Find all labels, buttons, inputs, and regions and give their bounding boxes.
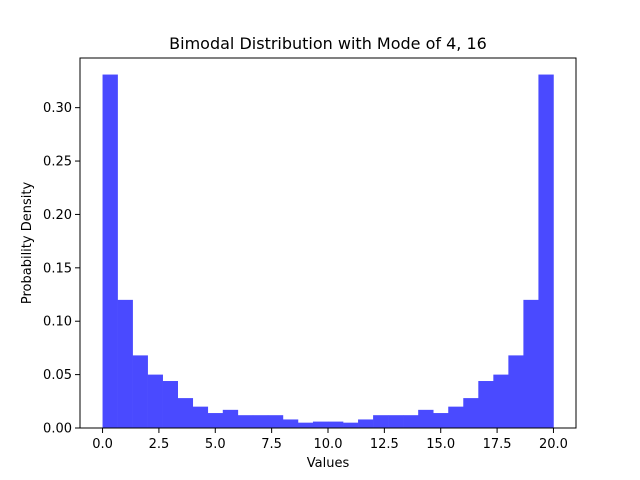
histogram-bar xyxy=(478,381,494,428)
y-tick-label: 0.05 xyxy=(43,368,72,383)
histogram-bar xyxy=(538,74,554,429)
y-axis: 0.00 0.05 0.10 0.15 0.20 0.25 0.30 xyxy=(43,101,80,437)
plot-frame xyxy=(79,57,577,429)
histogram-bar xyxy=(508,355,524,428)
y-tick-label: 0.30 xyxy=(43,101,72,116)
histogram-bar xyxy=(403,415,419,428)
histogram-bar xyxy=(312,421,329,428)
histogram-bar xyxy=(343,422,359,428)
x-tick-label: 5.0 xyxy=(205,437,226,452)
histogram-bar xyxy=(282,419,299,428)
histogram-bar xyxy=(373,415,389,428)
histogram-bar xyxy=(102,74,118,429)
x-tick-label: 2.5 xyxy=(149,437,170,452)
histogram-bar xyxy=(433,413,449,428)
histogram-bar xyxy=(267,415,284,428)
y-tick-label: 0.10 xyxy=(43,315,72,330)
chart-title: Bimodal Distribution with Mode of 4, 16 xyxy=(169,34,487,53)
histogram-bar xyxy=(207,413,224,428)
histogram-bar xyxy=(463,398,479,428)
x-tick-label: 12.5 xyxy=(370,437,399,452)
x-axis: 0.0 2.5 5.0 7.5 10.0 12.5 15.0 17.5 20.0 xyxy=(92,428,568,452)
x-tick-label: 7.5 xyxy=(261,437,282,452)
histogram-bar xyxy=(177,398,194,428)
histogram-bar xyxy=(222,409,239,428)
histogram-bar xyxy=(358,419,374,428)
histogram-bar xyxy=(162,381,178,428)
histogram-bar xyxy=(418,409,434,428)
y-tick-label: 0.00 xyxy=(43,422,72,437)
histogram-bar xyxy=(297,422,314,428)
x-tick-label: 15.0 xyxy=(426,437,455,452)
histogram-bar xyxy=(523,299,539,428)
histogram-bar xyxy=(237,415,254,428)
histogram-bar xyxy=(328,421,344,428)
y-tick-label: 0.15 xyxy=(43,261,72,276)
y-tick-label: 0.25 xyxy=(43,155,72,170)
histogram-bar xyxy=(117,299,133,428)
histogram-bar xyxy=(132,355,148,428)
histogram-bar xyxy=(493,374,509,428)
x-tick-label: 17.5 xyxy=(483,437,512,452)
x-tick-label: 0.0 xyxy=(92,437,113,452)
histogram-bar xyxy=(147,374,163,428)
y-axis-label: Probability Density xyxy=(20,182,35,305)
histogram-bar xyxy=(192,406,209,428)
histogram-bar xyxy=(388,415,404,428)
y-tick-label: 0.20 xyxy=(43,208,72,223)
x-tick-label: 20.0 xyxy=(539,437,568,452)
bars-group xyxy=(102,74,554,429)
histogram-bar xyxy=(252,415,269,428)
x-tick-label: 10.0 xyxy=(314,437,343,452)
histogram-bar xyxy=(448,406,464,428)
x-axis-label: Values xyxy=(307,456,350,471)
